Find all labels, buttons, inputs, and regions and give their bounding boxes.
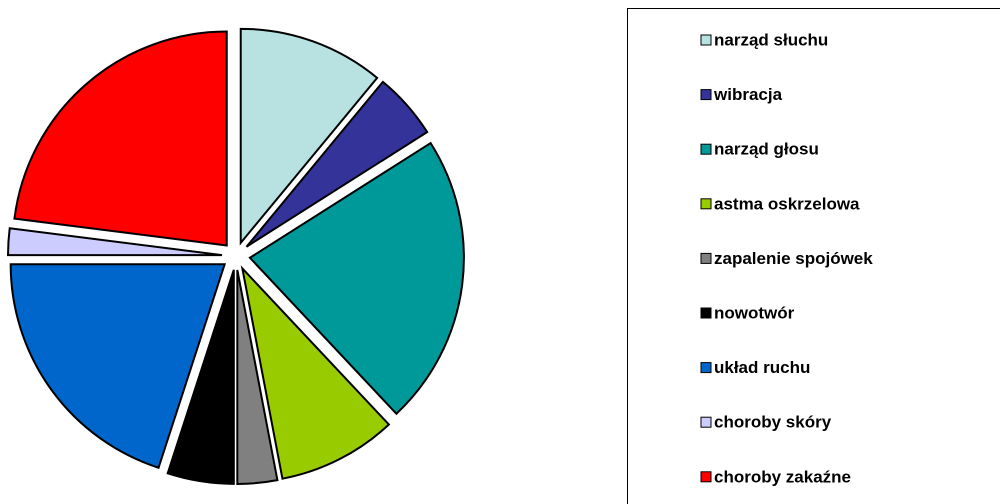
pie-slice <box>240 265 391 480</box>
legend-box <box>627 8 1000 504</box>
legend-label: choroby skóry <box>714 413 832 432</box>
legend-swatch <box>700 143 712 155</box>
legend-swatch <box>700 89 712 101</box>
legend-label: choroby zakaźne <box>714 467 851 486</box>
pie-slice <box>13 30 228 247</box>
pie-slice <box>9 263 227 470</box>
legend-label: astma oskrzelowa <box>714 194 860 213</box>
legend-swatch <box>700 416 712 428</box>
pie-slice <box>7 227 223 257</box>
legend-label: narząd słuchu <box>714 30 828 49</box>
pie-slice <box>245 80 429 248</box>
pie-slice <box>248 141 465 416</box>
legend-swatch <box>700 471 712 483</box>
pie-slice <box>166 269 235 485</box>
legend-label: nowotwór <box>714 303 795 322</box>
legend-swatch <box>700 307 712 319</box>
pie-slice <box>239 27 379 246</box>
legend-swatch <box>700 198 712 210</box>
legend-swatch <box>700 362 712 374</box>
legend-swatch <box>700 252 712 264</box>
pie-slice <box>236 269 279 485</box>
legend-label: układ ruchu <box>714 358 810 377</box>
legend-label: wibracja <box>713 85 783 104</box>
legend-label: narząd głosu <box>714 140 819 159</box>
legend-swatch <box>700 34 712 46</box>
legend-label: zapalenie spojówek <box>714 249 873 268</box>
